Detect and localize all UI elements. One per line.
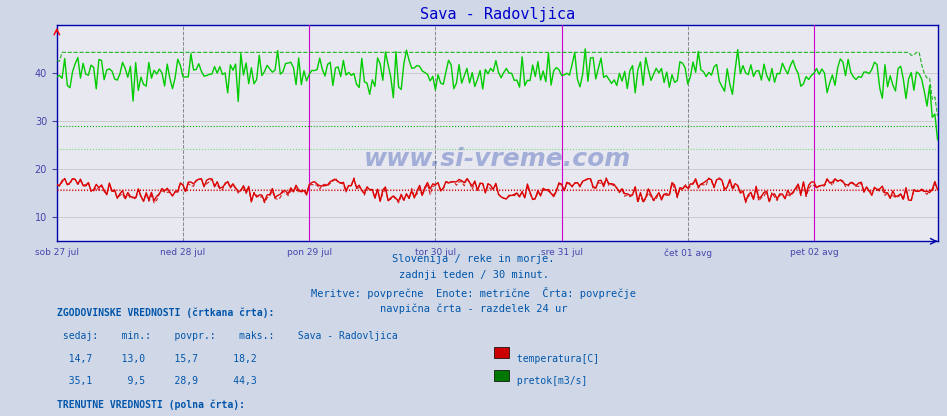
Text: navpična črta - razdelek 24 ur: navpična črta - razdelek 24 ur [380,304,567,314]
Text: 35,1      9,5     28,9      44,3: 35,1 9,5 28,9 44,3 [57,376,257,386]
Text: zadnji teden / 30 minut.: zadnji teden / 30 minut. [399,270,548,280]
Text: Meritve: povprečne  Enote: metrične  Črta: povprečje: Meritve: povprečne Enote: metrične Črta:… [311,287,636,299]
Text: temperatura[C]: temperatura[C] [511,354,599,364]
Text: 14,7     13,0     15,7      18,2: 14,7 13,0 15,7 18,2 [57,354,257,364]
Text: čet 01 avg: čet 01 avg [664,248,712,258]
Text: pretok[m3/s]: pretok[m3/s] [511,376,588,386]
Text: tor 30 jul: tor 30 jul [415,248,456,258]
Text: pet 02 avg: pet 02 avg [790,248,838,258]
Text: sob 27 jul: sob 27 jul [35,248,79,258]
Text: www.si-vreme.com: www.si-vreme.com [364,147,631,171]
Text: ZGODOVINSKE VREDNOSTI (črtkana črta):: ZGODOVINSKE VREDNOSTI (črtkana črta): [57,308,275,318]
Title: Sava - Radovljica: Sava - Radovljica [420,7,575,22]
Text: sre 31 jul: sre 31 jul [541,248,582,258]
Text: sedaj:    min.:    povpr.:    maks.:    Sava - Radovljica: sedaj: min.: povpr.: maks.: Sava - Radov… [57,331,398,341]
Text: Slovenija / reke in morje.: Slovenija / reke in morje. [392,254,555,264]
Text: ned 28 jul: ned 28 jul [160,248,205,258]
Text: TRENUTNE VREDNOSTI (polna črta):: TRENUTNE VREDNOSTI (polna črta): [57,399,245,410]
Text: pon 29 jul: pon 29 jul [287,248,331,258]
